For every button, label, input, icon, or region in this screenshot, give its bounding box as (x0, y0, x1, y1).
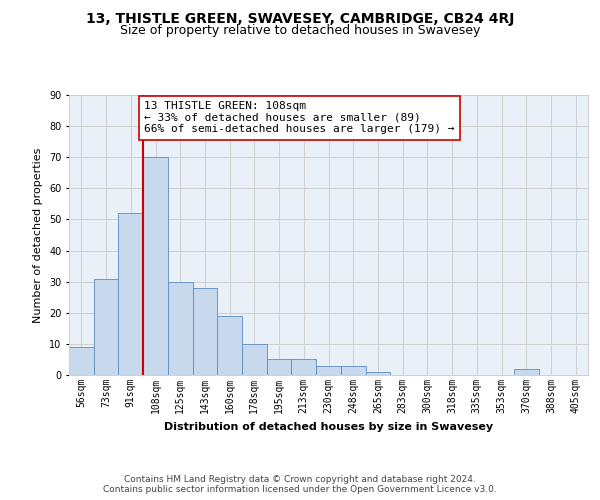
Text: Distribution of detached houses by size in Swavesey: Distribution of detached houses by size … (164, 422, 493, 432)
Bar (94, 278, 118, 375)
Bar (292, 360, 316, 375)
Bar (365, 372, 390, 375)
Bar (514, 369, 539, 375)
Bar (242, 344, 267, 375)
Bar (168, 282, 193, 375)
Bar (69, 347, 94, 375)
Bar (217, 316, 242, 375)
Text: Contains HM Land Registry data © Crown copyright and database right 2024.
Contai: Contains HM Land Registry data © Crown c… (103, 474, 497, 494)
Bar (316, 366, 341, 375)
Bar (341, 366, 365, 375)
Bar (118, 213, 143, 375)
Text: 13 THISTLE GREEN: 108sqm
← 33% of detached houses are smaller (89)
66% of semi-d: 13 THISTLE GREEN: 108sqm ← 33% of detach… (145, 101, 455, 134)
Y-axis label: Number of detached properties: Number of detached properties (34, 148, 43, 322)
Text: Size of property relative to detached houses in Swavesey: Size of property relative to detached ho… (120, 24, 480, 37)
Text: 13, THISTLE GREEN, SWAVESEY, CAMBRIDGE, CB24 4RJ: 13, THISTLE GREEN, SWAVESEY, CAMBRIDGE, … (86, 12, 514, 26)
Bar (193, 288, 217, 375)
Bar (143, 157, 168, 375)
Bar (267, 360, 292, 375)
